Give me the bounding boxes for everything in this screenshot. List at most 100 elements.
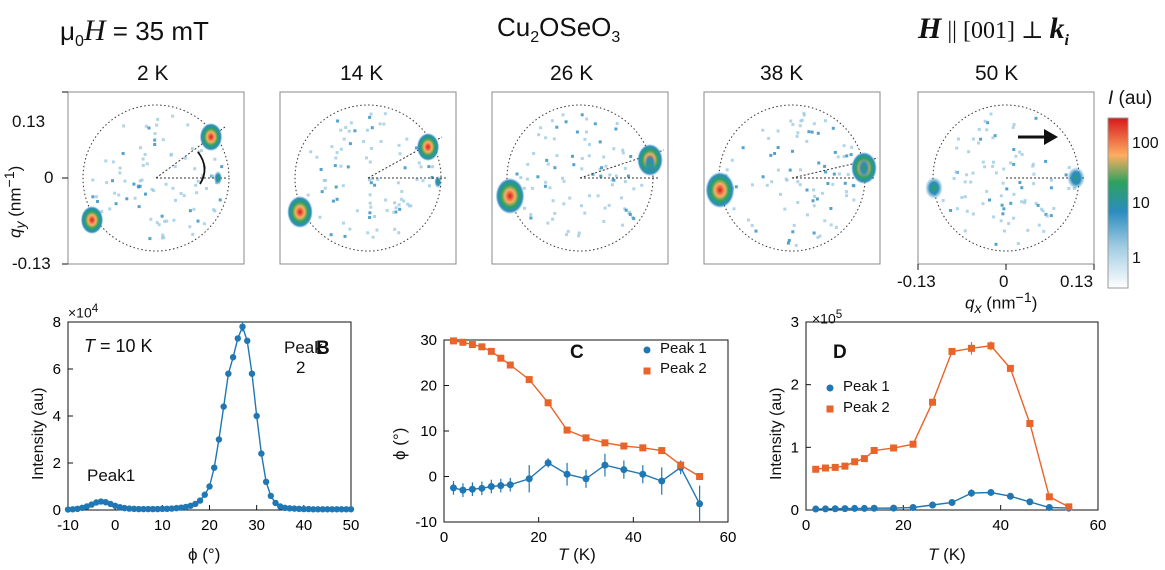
scatter-pixel (371, 235, 375, 239)
data-point (525, 475, 533, 483)
scatter-pixel (117, 193, 121, 197)
scatter-pixel (368, 115, 372, 119)
scatter-pixel (315, 155, 319, 159)
scatter-pixel (121, 152, 125, 155)
data-point (929, 398, 937, 406)
scatter-pixel (1034, 201, 1038, 205)
compound-sub-2: 3 (611, 29, 621, 47)
scatter-pixel (403, 166, 407, 170)
scatter-pixel (220, 165, 224, 169)
y-tick-label: 6 (53, 361, 61, 378)
scatter-pixel (624, 208, 628, 212)
data-point (1006, 492, 1014, 500)
data-point (677, 461, 685, 469)
scatter-pixel (852, 198, 856, 202)
scatter-pixel (143, 153, 147, 156)
peak-2-spot (416, 133, 440, 161)
scatter-pixel (580, 157, 584, 160)
data-point (449, 484, 457, 492)
scatter-pixel (791, 149, 794, 153)
scatter-pixel (366, 231, 370, 235)
qy-tick-top: 0.13 (12, 112, 46, 131)
data-point (1045, 503, 1053, 511)
field-label: μ0H = 35 mT (60, 14, 209, 51)
scatter-pixel (335, 197, 339, 201)
data-point (831, 505, 839, 513)
scatter-pixel (1012, 216, 1016, 220)
qx-sub: x (974, 301, 982, 318)
scatter-pixel (815, 197, 819, 201)
scatter-pixel (949, 209, 953, 212)
scatter-pixel (806, 213, 809, 217)
map-panel-3 (491, 91, 669, 265)
x-tick-label: 20 (530, 529, 547, 546)
data-point (812, 465, 820, 473)
scatter-pixel (383, 112, 387, 116)
scatter-pixel (421, 179, 425, 183)
scatter-pixel (515, 172, 519, 176)
scatter-pixel (537, 133, 541, 137)
scatter-pixel (614, 174, 618, 178)
scatter-pixel (105, 181, 109, 185)
scatter-pixel (850, 145, 854, 149)
scatter-pixel (370, 147, 373, 150)
scatter-pixel (999, 219, 1003, 223)
scatter-pixel (171, 114, 175, 118)
data-point (821, 505, 829, 513)
scatter-pixel (322, 178, 326, 182)
data-point (831, 463, 839, 471)
plot-frame (805, 321, 1099, 511)
data-point (347, 506, 355, 513)
data-point (262, 478, 270, 485)
scatter-pixel (965, 209, 969, 213)
scatter-pixel (824, 170, 828, 174)
scatter-pixel (829, 223, 833, 227)
y-tick-label: 0 (429, 469, 437, 486)
qx-unit: (nm (981, 293, 1016, 313)
scatter-pixel (568, 196, 572, 200)
scatter-pixel (994, 171, 998, 175)
scatter-pixel (186, 123, 190, 127)
scatter-pixel (153, 138, 157, 142)
x-tick-label: -10 (57, 517, 79, 534)
scatter-pixel (1031, 162, 1035, 166)
panel-c-legend-2: Peak 2 (660, 360, 707, 377)
scatter-pixel (607, 203, 611, 207)
scatter-pixel (555, 125, 559, 129)
map-panel-4 (703, 91, 881, 265)
data-point (64, 506, 72, 513)
scatter-pixel (789, 119, 793, 123)
scatter-pixel (1001, 212, 1005, 216)
scatter-pixel (114, 202, 118, 206)
scatter-pixel (1002, 229, 1006, 233)
scatter-pixel (734, 185, 738, 189)
field-subscript: 0 (74, 33, 84, 51)
scatter-pixel (1034, 116, 1038, 120)
data-point (563, 426, 571, 434)
scatter-pixel (820, 191, 824, 195)
scatter-pixel (816, 236, 820, 239)
scatter-pixel (963, 180, 967, 184)
angle-arc (197, 151, 206, 185)
x-tick-label: 40 (992, 517, 1009, 534)
panel-b-multiplier: ×104 (68, 302, 98, 321)
scatter-pixel (188, 209, 192, 213)
scatter-pixel (550, 119, 554, 123)
field-variable: H (83, 14, 106, 47)
x-tick-label: 0 (440, 529, 448, 546)
scatter-pixel (621, 151, 625, 155)
scatter-pixel (747, 218, 750, 222)
data-point (173, 504, 180, 512)
data-point (126, 505, 133, 512)
scatter-pixel (192, 207, 196, 211)
panel-c-xlabel: T (K) (558, 545, 596, 565)
scatter-pixel (564, 120, 568, 124)
panel-d-mult-exp: 5 (835, 308, 843, 321)
data-point (841, 462, 849, 470)
scatter-pixel (213, 157, 217, 161)
scatter-pixel (834, 225, 838, 229)
data-point (244, 337, 251, 344)
data-point (459, 486, 467, 494)
y-tick-label: 2 (53, 455, 61, 472)
scatter-pixel (983, 119, 987, 123)
